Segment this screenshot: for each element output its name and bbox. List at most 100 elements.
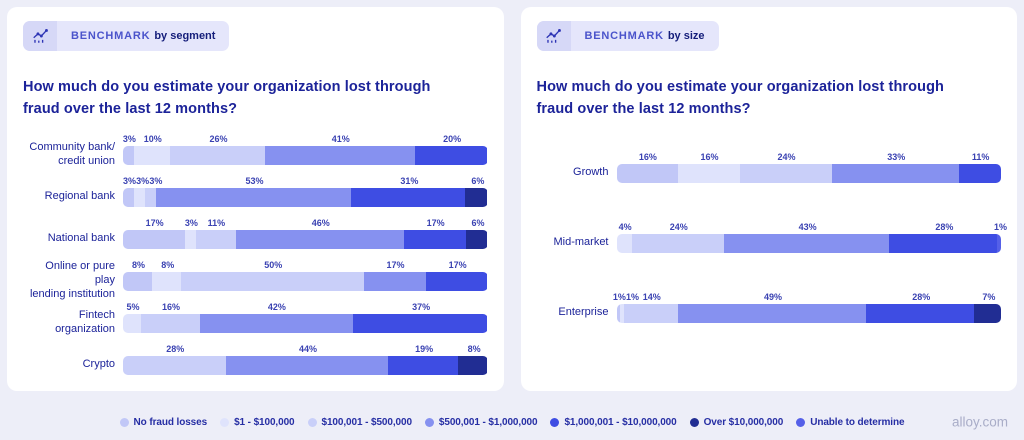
percent-value: 37%	[412, 301, 431, 312]
legend-label: $1 - $100,000	[234, 416, 295, 428]
row-label: Community bank/ credit union	[29, 141, 115, 167]
row-label: Online or pure play lending institution	[29, 260, 115, 300]
bar-area: 5% 16% 42% 37%	[123, 301, 488, 333]
percent-value: 20%	[443, 133, 462, 144]
chart-row: Fintech organization 5% 16% 42% 37%	[23, 301, 488, 335]
bar-segment-500-001-1-000-000	[678, 303, 867, 323]
percent-value: 11%	[207, 217, 226, 228]
chart-row: Community bank/ credit union 3% 10% 26% 41% 2…	[23, 133, 488, 167]
percent-value: 19%	[415, 343, 434, 354]
percent-value: 49%	[764, 291, 783, 302]
stacked-bar	[123, 271, 488, 291]
bar-segment-100-001-500-000	[181, 271, 364, 291]
row-label: Crypto	[82, 358, 115, 371]
percent-value: 44%	[298, 343, 317, 354]
bar-segment-1-000-001-10-000-000	[403, 229, 466, 249]
percent-value: 17%	[426, 217, 445, 228]
percent-value: 16%	[162, 301, 181, 312]
chart-row: Mid-market 4% 24% 43% 28% 1%	[537, 221, 1007, 253]
bar-segment-no-fraud-losses	[123, 187, 135, 207]
charts-container: BENCHMARK by segment How much do you esti…	[7, 7, 1017, 391]
percent-value: 3%	[122, 133, 136, 144]
bar-segment-500-001-1-000-000	[265, 145, 415, 165]
percent-value: 17%	[386, 259, 405, 270]
chart-row: Growth 16% 16% 24% 33% 11%	[537, 151, 1002, 183]
percent-labels: 28% 44% 19% 8%	[123, 343, 488, 356]
row-label: Regional bank	[44, 190, 115, 203]
benchmark-by-size-badge: BENCHMARK by size	[536, 21, 719, 51]
legend-label: Over $10,000,000	[703, 416, 784, 428]
trend-chart-icon	[536, 21, 571, 51]
percent-labels: 1% 1% 14% 49% 28% 7%	[613, 291, 1002, 304]
chart-legend: No fraud losses $1 - $100,000 $100,001 - $…	[119, 416, 905, 428]
percent-value: 1%	[626, 291, 640, 302]
legend-swatch	[307, 417, 317, 427]
percent-value: 28%	[935, 221, 954, 232]
bar-segment-500-001-1-000-000	[724, 233, 890, 253]
chart-row: Regional bank 3% 3% 3% 53% 31% 6%	[23, 175, 488, 207]
bar-segment-500-001-1-000-000	[226, 355, 389, 375]
percent-value: 3%	[122, 175, 136, 186]
badge-text: BENCHMARK by segment	[57, 30, 229, 42]
legend-label: $500,001 - $1,000,000	[438, 416, 538, 428]
percent-value: 16%	[638, 151, 657, 162]
bar-area: 16% 16% 24% 33% 11%	[616, 151, 1002, 183]
percent-value: 6%	[471, 175, 485, 186]
legend-label: Unable to determine	[810, 416, 905, 428]
bar-segment-500-001-1-000-000	[199, 313, 353, 333]
percent-labels: 16% 16% 24% 33% 11%	[617, 151, 1002, 164]
legend-item: $1 - $100,000	[220, 416, 295, 428]
legend-swatch	[220, 417, 230, 427]
legend-swatch	[550, 417, 560, 427]
percent-value: 17%	[448, 259, 467, 270]
bar-segment-no-fraud-losses	[616, 163, 679, 183]
legend-swatch	[424, 417, 434, 427]
bar-segment-1-000-001-10-000-000	[425, 271, 488, 291]
legend-swatch	[689, 417, 699, 427]
bar-segment-over-10-000-000	[465, 229, 488, 249]
bar-segment-1-000-001-10-000-000	[414, 145, 488, 165]
percent-value: 3%	[136, 175, 150, 186]
bar-segment-100-001-500-000	[631, 233, 725, 253]
legend-item: $100,001 - $500,000	[307, 417, 412, 428]
bar-segment-100-001-500-000	[195, 229, 236, 249]
benchmark-by-size-card: BENCHMARK by size How much do you estimat…	[520, 7, 1017, 391]
bar-segment-1-000-001-10-000-000	[352, 313, 488, 333]
percent-value: 5%	[126, 301, 140, 312]
percent-value: 16%	[700, 151, 719, 162]
bar-area: 1% 1% 14% 49% 28% 7%	[613, 291, 1002, 323]
bar-segment-500-001-1-000-000	[235, 229, 404, 249]
percent-value: 28%	[912, 291, 931, 302]
percent-labels: 5% 16% 42% 37%	[123, 301, 488, 314]
legend-item: $500,001 - $1,000,000	[424, 416, 538, 428]
chart-row: Enterprise 1% 1% 14% 49% 28% 7%	[537, 291, 1002, 323]
stacked-bar	[123, 313, 488, 333]
percent-value: 8%	[467, 343, 481, 354]
bar-segment-500-001-1-000-000	[156, 187, 352, 207]
row-label: Fintech organization	[55, 309, 115, 335]
chart-row: National bank 17% 3% 11% 46% 17% 6%	[23, 217, 488, 249]
percent-value: 26%	[209, 133, 228, 144]
bar-area: 8% 8% 50% 17% 17%	[123, 259, 488, 291]
bar-segment-100-001-500-000	[141, 313, 200, 333]
legend-label: No fraud losses	[133, 416, 208, 428]
bar-segment-1-100-000	[123, 313, 142, 333]
row-label: Mid-market	[553, 236, 609, 249]
row-label: Growth	[573, 166, 609, 179]
percent-value: 1%	[612, 291, 626, 302]
bar-segment-100-001-500-000	[624, 303, 679, 323]
stacked-bar	[123, 355, 488, 375]
percent-value: 11%	[971, 151, 990, 162]
percent-value: 3%	[149, 175, 163, 186]
bar-area: 28% 44% 19% 8%	[123, 343, 488, 375]
percent-labels: 17% 3% 11% 46% 17% 6%	[123, 217, 488, 230]
chart-question-title: How much do you estimate your organizati…	[536, 79, 944, 117]
percent-value: 24%	[777, 151, 796, 162]
percent-value: 33%	[887, 151, 906, 162]
badge-text: BENCHMARK by size	[571, 30, 719, 42]
badge-suffix: by segment	[154, 30, 216, 42]
stacked-bar	[123, 187, 488, 207]
percent-value: 28%	[166, 343, 185, 354]
bar-area: 4% 24% 43% 28% 1%	[616, 221, 1007, 253]
bar-segment-no-fraud-losses	[123, 145, 134, 165]
